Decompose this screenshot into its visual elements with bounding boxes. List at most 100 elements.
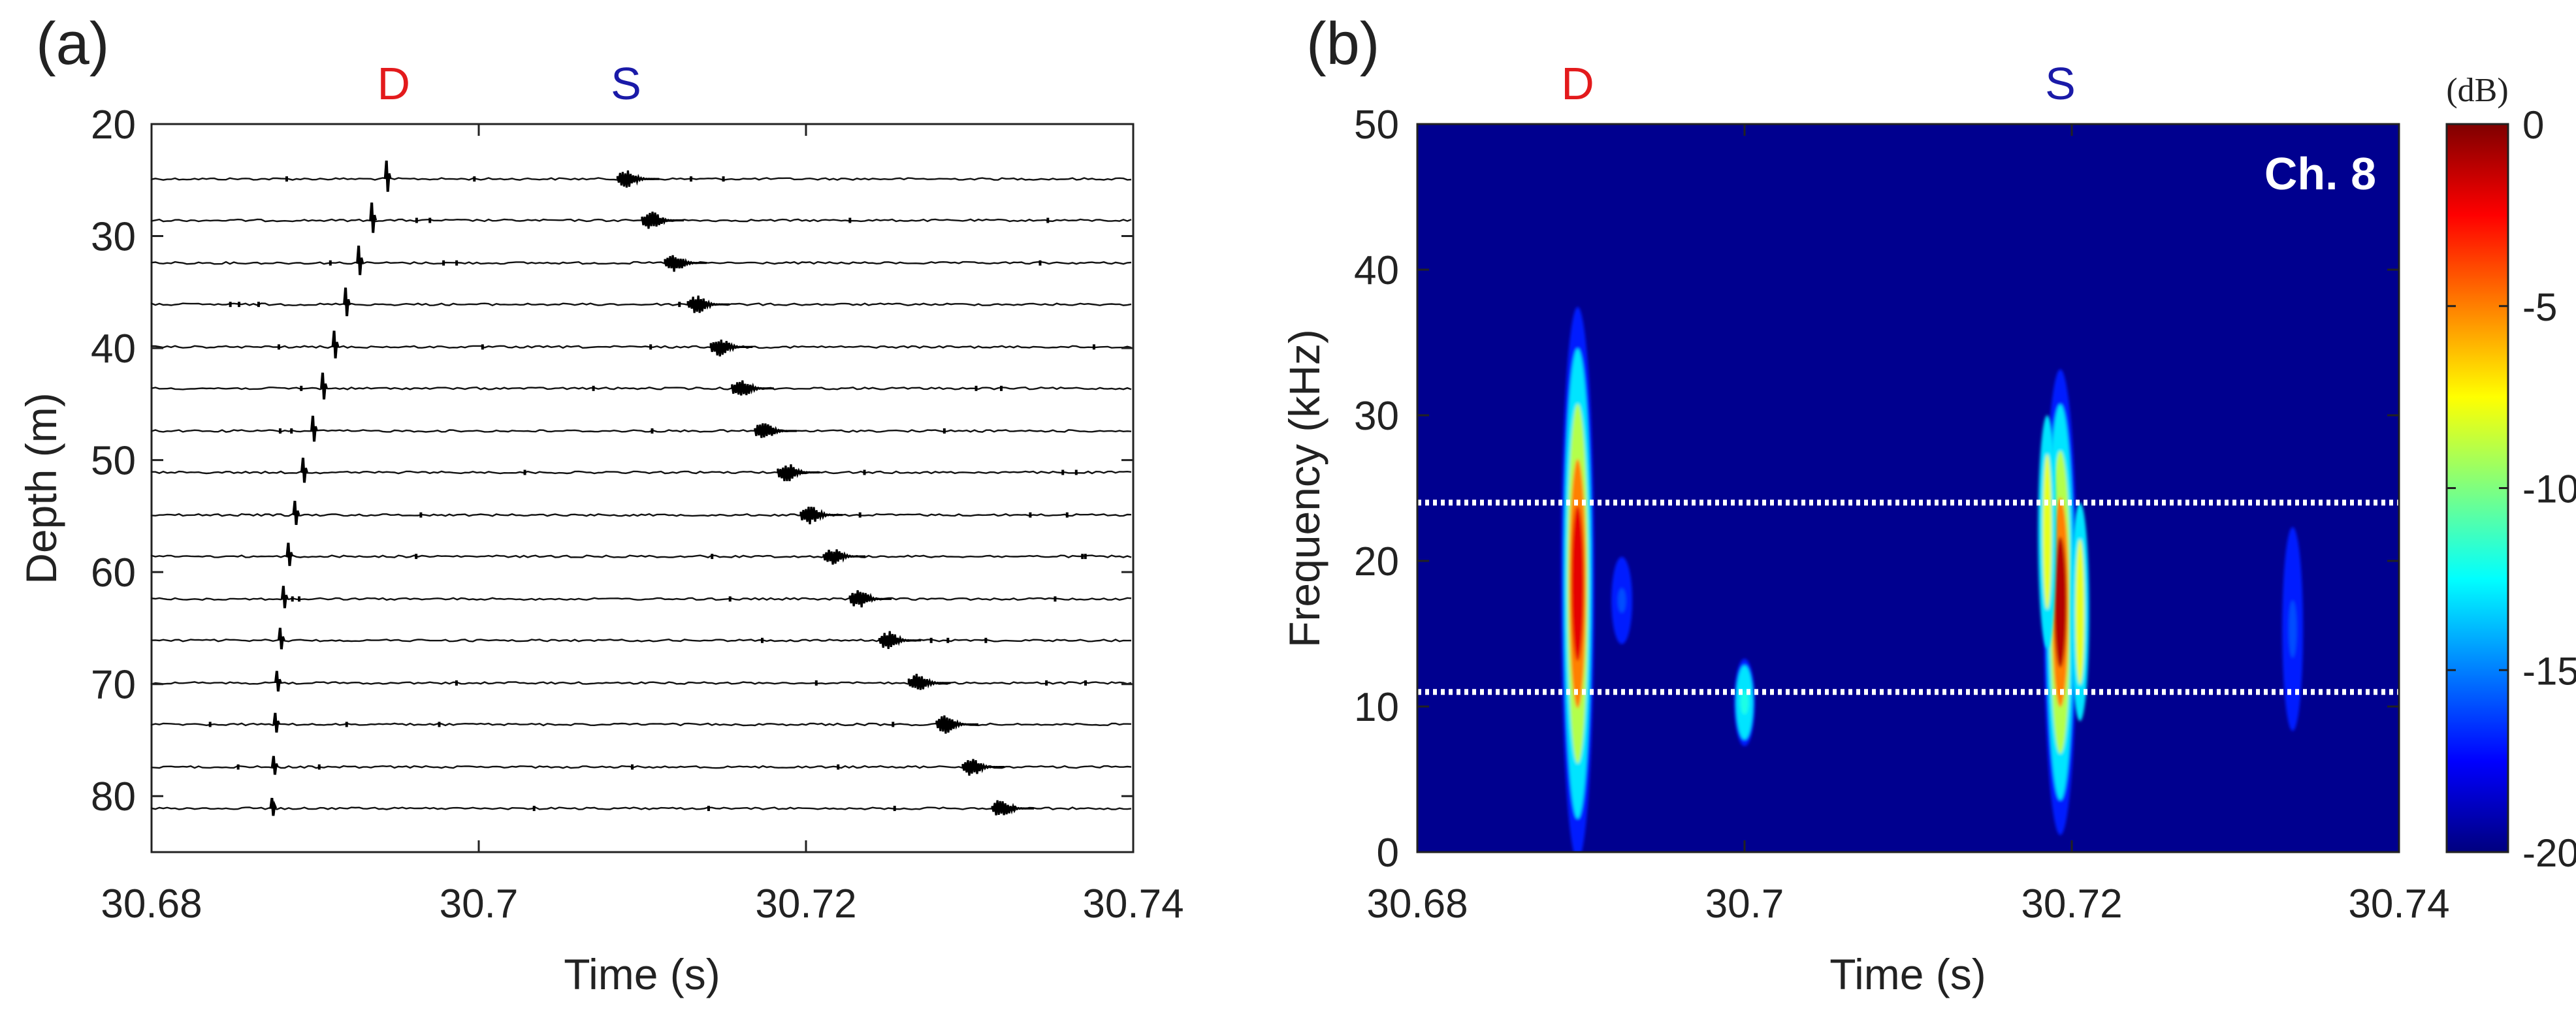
trace-depth-62.4 <box>150 586 1132 609</box>
colorbar <box>2445 123 2509 853</box>
trace-depth-24.9 <box>150 160 1132 192</box>
panel-a-plot-frame <box>150 123 1135 853</box>
trace-depth-66.1 <box>150 627 1132 650</box>
s-wave-packet <box>754 423 797 438</box>
colorbar-tick-label: -20 <box>2522 831 2576 875</box>
direct-arrival-spike <box>280 586 289 609</box>
panel-a-x-axis-label: Time (s) <box>564 950 720 998</box>
x-tick-label: 30.72 <box>755 881 856 927</box>
trace-depth-36.1 <box>150 287 1132 317</box>
trace-depth-39.9 <box>150 330 1132 358</box>
direct-arrival-spike <box>269 797 278 816</box>
blob-layer <box>1571 506 1585 661</box>
x-tick-label: 30.74 <box>1082 881 1183 927</box>
blob-layer <box>2042 454 2052 610</box>
y-tick-label: 60 <box>91 550 136 595</box>
trace-line <box>150 681 1132 686</box>
trace-depth-32.4 <box>150 246 1132 276</box>
s-wave-packet <box>961 759 1005 776</box>
s-wave-packet <box>822 549 866 565</box>
trace-depth-28.6 <box>150 202 1132 233</box>
x-tick-label: 30.72 <box>2021 881 2122 927</box>
y-tick-label: 40 <box>91 326 136 372</box>
direct-arrival-spike <box>274 671 282 692</box>
trace-line <box>150 218 1132 223</box>
spectrogram-side-lobe <box>2038 415 2057 648</box>
spectrogram-energy-blob <box>1560 307 1595 852</box>
blob-layer <box>2053 537 2067 668</box>
trace-line <box>150 470 1132 475</box>
direct-arrival-spike <box>343 287 351 317</box>
s-wave-packet <box>731 380 774 396</box>
colorbar-tick-label: -15 <box>2522 649 2576 693</box>
trace-depth-58.6 <box>150 543 1132 566</box>
direct-arrival-spike <box>272 712 281 733</box>
direct-arrival-spike <box>300 457 308 483</box>
direct-arrival-spike <box>356 246 364 276</box>
trace-depth-54.9 <box>150 500 1132 525</box>
trace-line <box>150 554 1132 559</box>
s-wave-packet <box>777 464 820 481</box>
panel-b-x-axis-label: Time (s) <box>1829 950 1986 998</box>
panel-a-waveforms: (a) 30.68 30.7 30.72 30.74 20 30 40 50 60 70 80 D… <box>17 10 1184 998</box>
direct-arrival-spike <box>331 330 340 358</box>
trace-line <box>150 806 1132 810</box>
trace-depth-69.9 <box>150 671 1132 692</box>
spectrogram-side-lobe <box>2070 502 2089 722</box>
phase-marker-s: S <box>611 58 641 109</box>
blob-layer <box>2075 539 2085 685</box>
trace-line <box>150 722 1132 727</box>
y-tick-label: 0 <box>1377 831 1399 876</box>
s-wave-packet <box>616 170 660 188</box>
spectrogram-energy-blob <box>1734 658 1755 746</box>
panel-b-label: (b) <box>1306 10 1379 77</box>
s-wave-packet <box>878 631 922 649</box>
s-wave-packet <box>991 800 1035 816</box>
direct-arrival-spike <box>277 627 285 650</box>
y-tick-label: 30 <box>91 215 136 260</box>
colorbar-tick-label: -10 <box>2522 468 2576 511</box>
s-wave-packet <box>848 590 892 608</box>
direct-arrival-spike <box>285 543 294 566</box>
y-tick-label: 30 <box>1354 394 1399 439</box>
panel-b-spectrogram: (b) Ch. 8 30.68 30.7 30.72 30.74 0 10 20 30 40 5… <box>1280 10 2576 998</box>
trace-line <box>150 345 1132 349</box>
panel-a-y-axis-label: Depth (m) <box>17 392 65 584</box>
colorbar-tick-label: -5 <box>2522 285 2557 329</box>
y-tick-label: 80 <box>91 774 136 819</box>
y-tick-label: 10 <box>1354 685 1399 730</box>
x-tick-label: 30.7 <box>1705 881 1784 927</box>
panel-a-label: (a) <box>36 10 109 77</box>
spectrogram-energy-blob <box>2282 527 2304 731</box>
y-tick-label: 20 <box>91 103 136 148</box>
trace-depth-77.4 <box>150 755 1132 776</box>
y-tick-label: 70 <box>91 663 136 708</box>
phase-marker-s: S <box>2045 58 2076 109</box>
direct-arrival-spike <box>383 160 392 192</box>
trace-line <box>150 386 1132 390</box>
trace-line <box>150 513 1132 517</box>
direct-arrival-spike <box>320 372 328 400</box>
blob-layer <box>1618 588 1626 613</box>
x-tick-label: 30.7 <box>440 881 519 927</box>
direct-arrival-spike <box>310 415 318 442</box>
x-tick-label: 30.68 <box>101 881 202 927</box>
panel-b-y-axis-label: Frequency (kHz) <box>1280 329 1328 648</box>
colorbar-unit-label: (dB) <box>2446 72 2508 109</box>
trace-depth-43.6 <box>150 372 1132 400</box>
trace-depth-73.6 <box>150 712 1132 734</box>
spectrogram-energy-blob <box>1611 556 1633 644</box>
direct-arrival-spike <box>292 500 300 525</box>
y-tick-label: 20 <box>1354 539 1399 584</box>
s-wave-packet <box>799 506 843 525</box>
s-wave-packet <box>935 715 978 734</box>
direct-arrival-spike <box>270 755 279 775</box>
s-wave-packet <box>686 295 730 313</box>
blob-layer <box>1741 690 1748 715</box>
trace-line <box>150 302 1132 307</box>
s-wave-packet <box>709 340 753 357</box>
trace-depth-51.1 <box>150 457 1132 483</box>
s-wave-packet <box>641 212 684 229</box>
blob-layer <box>2289 600 2297 658</box>
